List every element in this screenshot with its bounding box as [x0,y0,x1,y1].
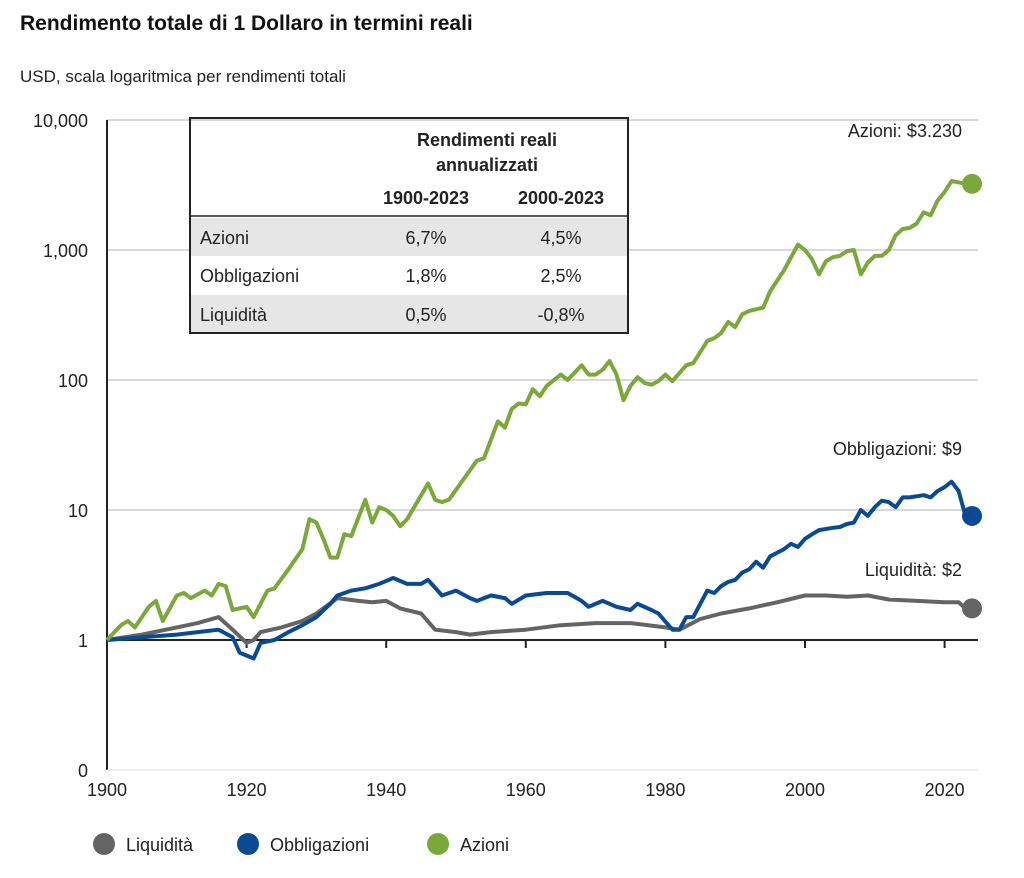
table-cell: 4,5% [540,228,581,248]
table-row: Obbligazioni 1,8% 2,5% [200,266,582,286]
table-row-label: Azioni [200,228,249,248]
y-tick-label: 10,000 [33,111,88,131]
end-label: Liquidità: $2 [865,560,962,580]
end-label: Obbligazioni: $9 [833,439,962,459]
x-tick-label: 1900 [87,780,127,800]
table-cell: 1,8% [405,266,446,286]
table-header-line2: annualizzati [436,155,538,175]
x-tick-label: 1940 [366,780,406,800]
table-row: Liquidità 0,5% -0,8% [200,305,585,325]
legend-label-obbligazioni: Obbligazioni [270,835,369,855]
legend-marker-azioni [427,833,449,855]
table-cell: -0,8% [537,305,584,325]
table-col-header: 2000-2023 [518,188,604,208]
y-tick-label: 0 [78,761,88,781]
table-row-bg [190,295,628,333]
table-cell: 2,5% [540,266,581,286]
table-row-label: Liquidità [200,305,268,325]
table-cell: 0,5% [405,305,446,325]
table-row-bg [190,218,628,256]
legend: Liquidità Obbligazioni Azioni [93,833,509,855]
y-tick-label: 10 [68,501,88,521]
legend-label-azioni: Azioni [460,835,509,855]
table-row: Azioni 6,7% 4,5% [200,228,582,248]
table-header-line1: Rendimenti reali [417,130,557,150]
series-line-liquidità [106,593,967,645]
end-label: Azioni: $3.230 [848,121,962,141]
series-line-azioni [105,178,966,642]
end-marker-obbligazioni [962,505,982,526]
table-col-header: 1900-2023 [383,188,469,208]
chart-subtitle: USD, scala logaritmica per rendimenti to… [20,67,346,86]
end-marker-azioni [962,173,982,194]
chart-title: Rendimento totale di 1 Dollaro in termin… [20,12,473,35]
x-tick-label: 1980 [645,780,685,800]
legend-label-liquidita: Liquidità [126,835,194,855]
table-row-label: Obbligazioni [200,266,299,286]
x-tick-label: 1960 [506,780,546,800]
y-tick-label: 100 [58,371,88,391]
legend-marker-obbligazioni [237,833,259,855]
legend-marker-liquidita [93,833,115,855]
returns-table: Rendimenti reali annualizzati 1900-2023 … [189,117,629,334]
series-line-obbligazioni [106,479,968,661]
x-tick-label: 1920 [227,780,267,800]
table-cell: 6,7% [405,228,446,248]
table-border [189,117,629,334]
x-tick-label: 2020 [925,780,965,800]
y-tick-label: 1,000 [43,241,88,261]
y-tick-label: 1 [78,631,88,651]
x-tick-label: 2000 [785,780,825,800]
end-marker-liquidità [962,598,982,619]
